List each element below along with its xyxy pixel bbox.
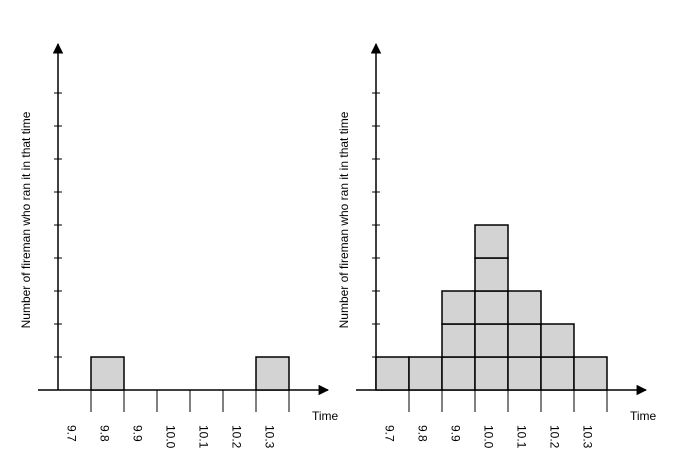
y-axis-label: Number of fireman who ran it in that tim… <box>337 111 351 328</box>
data-box <box>375 356 410 391</box>
data-box <box>90 356 125 391</box>
data-boxes <box>375 224 608 391</box>
data-box <box>540 356 575 391</box>
data-box <box>474 356 509 391</box>
data-box <box>441 323 476 358</box>
x-axis-label: Time <box>312 409 339 423</box>
data-box <box>474 323 509 358</box>
chart-left: 9.7 9.8 9.9 10.0 10.1 10.2 10.3 Time Number of… <box>19 42 339 449</box>
x-tick-label: 9.8 <box>415 425 429 442</box>
x-tick-label: 10.2 <box>229 425 243 449</box>
data-box <box>255 356 290 391</box>
x-tick-label: 10.0 <box>481 425 495 449</box>
x-tick-label: 10.1 <box>514 425 528 449</box>
data-box <box>507 290 542 325</box>
x-tick-label: 9.7 <box>64 425 78 442</box>
x-tick-label: 10.2 <box>547 425 561 449</box>
data-box <box>540 323 575 358</box>
data-box <box>507 323 542 358</box>
y-axis-label: Number of fireman who ran it in that tim… <box>19 111 33 328</box>
x-tick-label: 10.1 <box>196 425 210 449</box>
y-axis-ticks <box>54 92 290 412</box>
x-tick-labels: 9.7 9.8 9.9 10.0 10.1 10.2 10.3 <box>382 425 594 449</box>
data-box <box>573 356 608 391</box>
x-tick-label: 10.3 <box>262 425 276 449</box>
data-box <box>507 356 542 391</box>
data-boxes <box>90 356 290 391</box>
data-box <box>474 290 509 325</box>
data-box <box>474 224 509 259</box>
x-tick-labels: 9.7 9.8 9.9 10.0 10.1 10.2 10.3 <box>64 425 276 449</box>
x-tick-label: 9.7 <box>382 425 396 442</box>
y-axis-ticks <box>372 92 608 412</box>
chart-right: 9.7 9.8 9.9 10.0 10.1 10.2 10.3 Time Number of… <box>337 42 657 449</box>
x-tick-label: 10.3 <box>580 425 594 449</box>
x-tick-label: 9.9 <box>130 425 144 442</box>
data-box <box>408 356 443 391</box>
data-box <box>441 290 476 325</box>
x-tick-label: 9.8 <box>97 425 111 442</box>
data-box <box>441 356 476 391</box>
data-box <box>474 257 509 292</box>
x-tick-label: 10.0 <box>163 425 177 449</box>
x-tick-label: 9.9 <box>448 425 462 442</box>
x-axis-label: Time <box>630 409 657 423</box>
